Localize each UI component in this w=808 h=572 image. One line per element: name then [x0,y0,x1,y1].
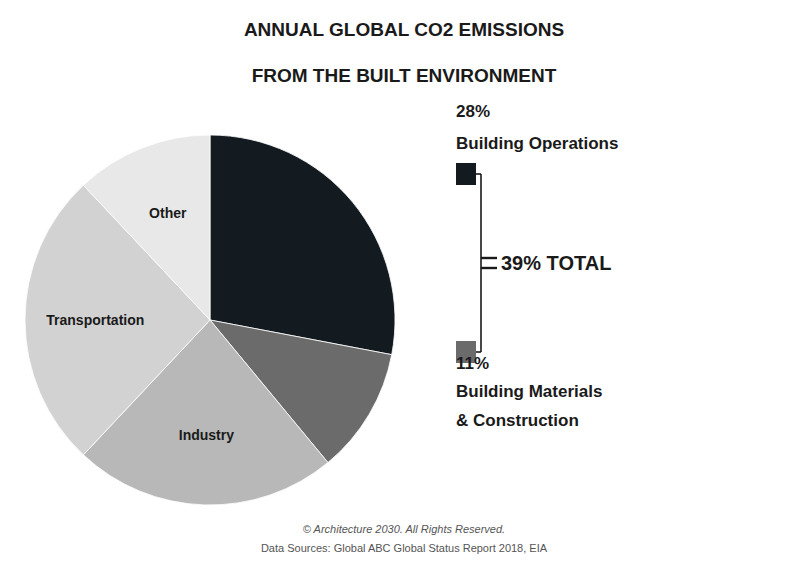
svg-text:Transportation: Transportation [46,312,144,328]
svg-text:Building Operations: Building Operations [456,134,618,153]
svg-text:Other: Other [149,205,187,221]
svg-text:Industry: Industry [179,427,234,443]
svg-text:39% TOTAL: 39% TOTAL [501,252,611,274]
svg-text:28%: 28% [456,102,490,121]
svg-text:& Construction: & Construction [456,411,579,430]
svg-text:Data Sources: Global ABC Globa: Data Sources: Global ABC Global Status R… [261,542,548,554]
svg-text:© Architecture 2030. All Right: © Architecture 2030. All Rights Reserved… [303,523,505,535]
svg-text:FROM THE BUILT ENVIRONMENT: FROM THE BUILT ENVIRONMENT [252,65,557,86]
svg-text:11%: 11% [456,354,489,373]
svg-text:ANNUAL GLOBAL CO2 EMISSIONS: ANNUAL GLOBAL CO2 EMISSIONS [244,19,564,40]
svg-text:Building Materials: Building Materials [456,382,602,401]
